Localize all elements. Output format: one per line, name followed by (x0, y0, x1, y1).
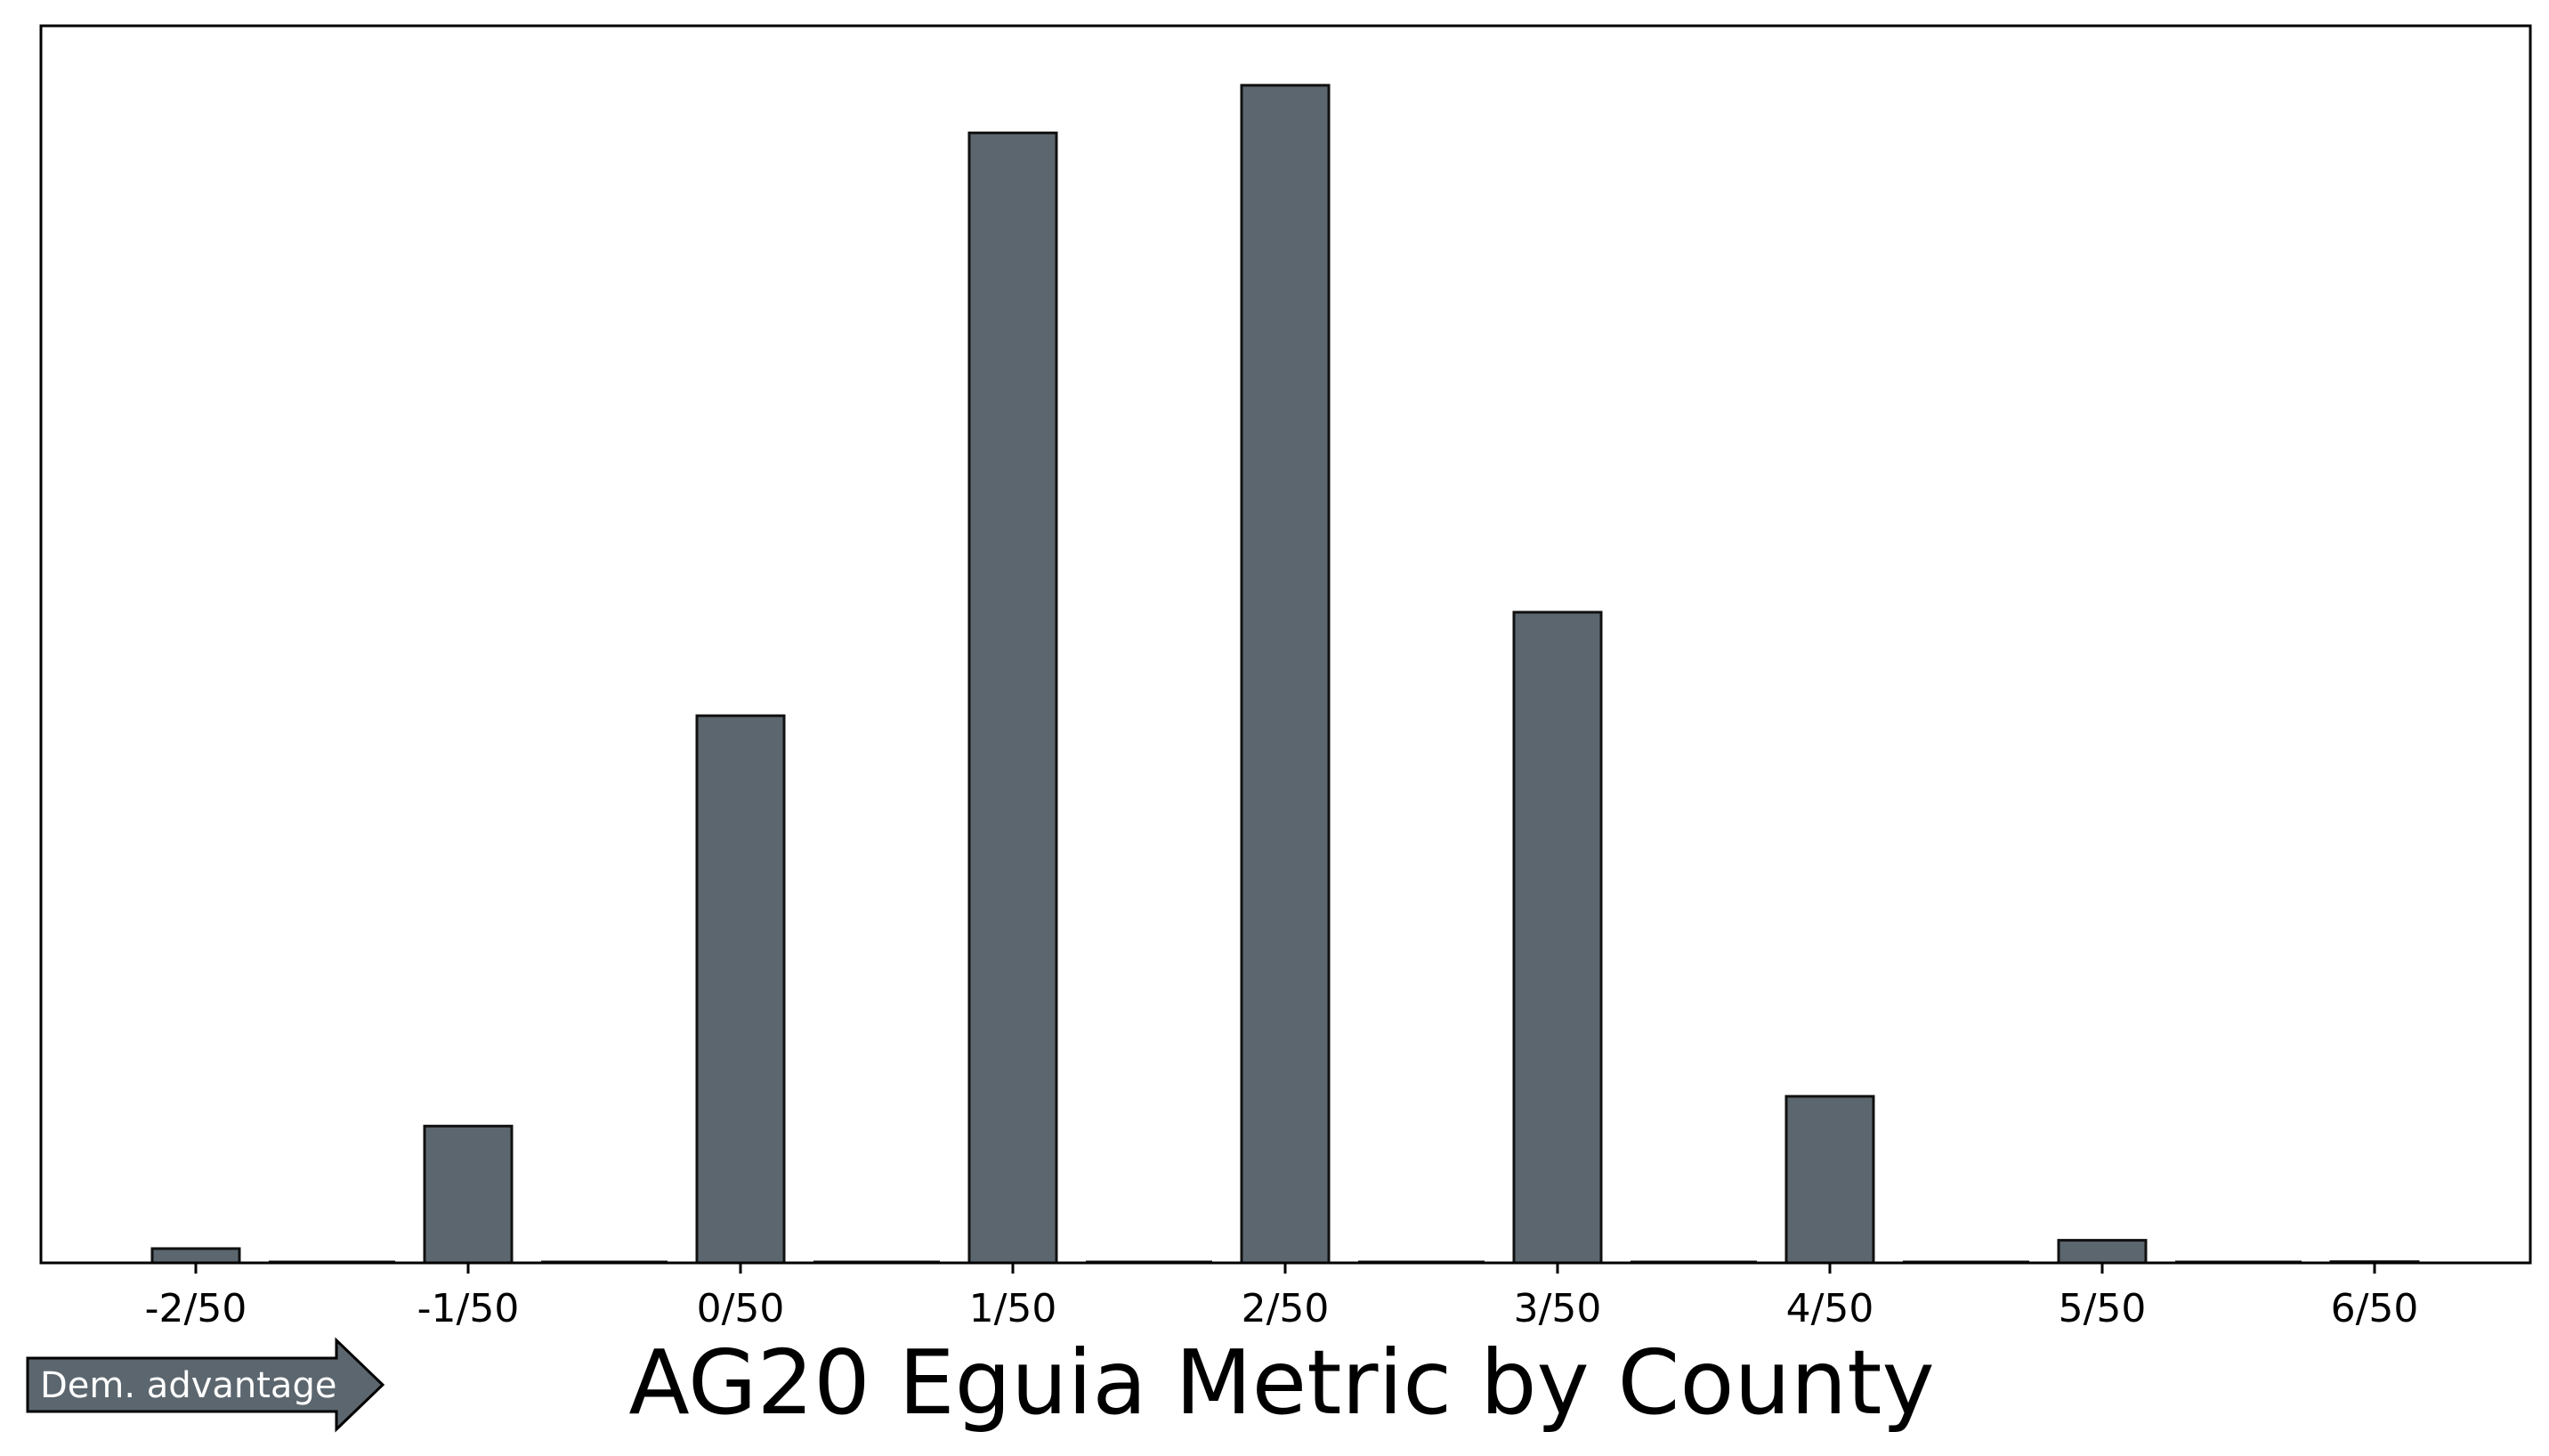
bar-group (150, 84, 2420, 1265)
chart-title: AG20 Eguia Metric by County (628, 1331, 1934, 1435)
x-tick-label: 6/50 (2331, 1286, 2419, 1331)
bar (2057, 1239, 2148, 1265)
x-tick-label: 4/50 (1786, 1286, 1874, 1331)
bar (423, 1124, 514, 1265)
bar (1784, 1095, 1875, 1265)
dem-advantage-label: Dem. advantage (40, 1365, 336, 1406)
bar (1240, 84, 1331, 1265)
bar (695, 714, 786, 1265)
bar (967, 131, 1058, 1265)
plot-frame (39, 24, 2532, 1265)
x-tick-label: 2/50 (1242, 1286, 1330, 1331)
x-tick-label: 3/50 (1514, 1286, 1602, 1331)
x-tick-label: -1/50 (417, 1286, 520, 1331)
x-tick-group: -2/50 -1/50 0/50 1/50 2/50 3/50 4/50 5/50 6/50 (145, 1263, 2419, 1331)
bar (150, 1247, 241, 1265)
x-tick-label: 5/50 (2059, 1286, 2147, 1331)
arrow-right-icon (26, 1337, 385, 1433)
x-tick-label: 0/50 (697, 1286, 785, 1331)
x-tick-label: -2/50 (145, 1286, 247, 1331)
dem-advantage-badge: Dem. advantage (26, 1337, 385, 1433)
x-tick-label: 1/50 (969, 1286, 1057, 1331)
bar (1512, 611, 1603, 1265)
